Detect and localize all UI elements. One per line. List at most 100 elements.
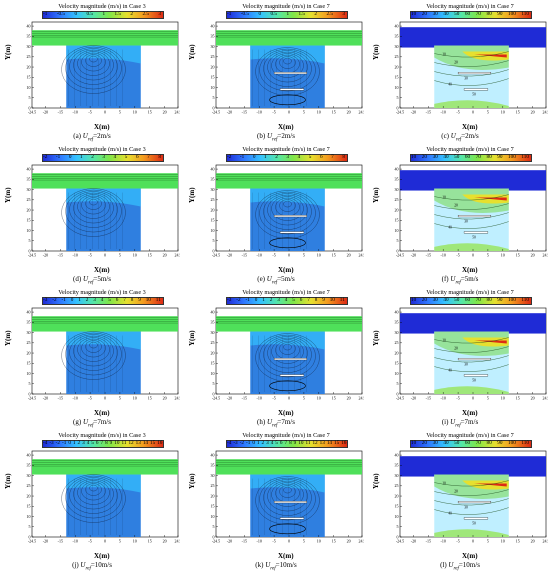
x-tick-label: -10 [441, 253, 446, 258]
streamline [263, 193, 312, 230]
channel-band [400, 27, 546, 48]
wall-lower [463, 88, 489, 91]
y-tick-label: 15 [27, 361, 31, 366]
caption-symbol: U [450, 132, 456, 140]
colorbar-tick-label: 1 [262, 297, 265, 303]
x-tick-label: 20 [163, 396, 167, 401]
colorbar-tick-label: 60 [464, 11, 471, 17]
x-tick-label: -15 [426, 539, 431, 544]
panel-title: Velocity magnitude (m/s) in Case 7 [426, 146, 514, 153]
y-tick-label: 25 [395, 340, 399, 345]
plot-area: 0 5 10 15 20 25 30 35 40 -24.5 -20 -15 -10 -5 0 5 10 15 20… [211, 164, 364, 258]
contour-band [474, 197, 507, 201]
colorbar-tick-label: 90 [497, 11, 503, 17]
plot-area: 0 5 10 15 20 25 30 35 40 -24.5 -20 -15 -10 -5 0 5 10 15 20… [27, 450, 180, 544]
plot-area: 0 5 10 15 20 25 30 35 40 -24.5 -20 -15 -10 -5 0 5 10 15 20… [211, 307, 364, 401]
x-tick-label: -10 [257, 396, 262, 401]
y-tick-label: 20 [27, 350, 31, 355]
x-axis-label: X(m) [278, 123, 294, 131]
x-tick-label: -5 [272, 110, 275, 115]
x-tick-label: 10 [317, 539, 321, 544]
y-tick-label: 20 [27, 207, 31, 212]
colorbar [226, 440, 348, 448]
wall-upper [273, 501, 308, 504]
y-tick-label: 10 [211, 228, 215, 233]
cavity-shade [66, 188, 141, 207]
x-tick-label: 15 [148, 396, 152, 401]
x-tick-label: 0 [288, 253, 290, 258]
y-tick-label: 20 [211, 493, 215, 498]
y-tick-label: 25 [211, 340, 215, 345]
x-tick-label: -24.5 [396, 110, 404, 115]
wall-lower [463, 231, 489, 234]
cavity-shade [250, 45, 325, 64]
caption-symbol: U [450, 275, 456, 283]
x-axis-label: X(m) [462, 123, 478, 131]
streamline [73, 335, 114, 367]
contour-label: 20 [454, 61, 458, 65]
contour-label: 30 [464, 77, 468, 81]
x-tick-label: 0 [288, 539, 290, 544]
colorbar-tick-label: 0.5 [86, 11, 93, 17]
caption-value: =2m/s [93, 132, 111, 140]
colorbar-tick-label: 5 [292, 297, 295, 303]
streamline [259, 191, 316, 235]
x-tick-label: -24.5 [28, 396, 36, 401]
contour-label: 20 [454, 347, 458, 351]
streamline [81, 52, 106, 72]
caption-letter: (f) [441, 275, 451, 283]
streamline [81, 195, 106, 215]
colorbar-tick-label: -1 [239, 154, 245, 160]
streamline [255, 190, 320, 239]
y-tick-label: 40 [395, 23, 399, 28]
x-tick-label: 0 [288, 110, 290, 115]
colorbar-tick-label: 11 [305, 440, 311, 446]
x-tick-label: -10 [257, 539, 262, 544]
x-tick-label: -10 [73, 539, 78, 544]
y-tick-label: 35 [211, 177, 215, 182]
colorbar-tick-label: 1 [102, 11, 106, 17]
panel-caption: (l) Uref=10m/s [370, 561, 550, 571]
contour-line [434, 69, 509, 77]
streamline [267, 337, 308, 369]
y-tick-label: 15 [395, 218, 399, 223]
y-tick-label: 10 [395, 85, 399, 90]
x-tick-label: -5 [88, 110, 91, 115]
y-tick-label: 15 [211, 75, 215, 80]
contour-line [434, 498, 509, 506]
x-axis-label: X(m) [462, 409, 478, 417]
colorbar-tick-label: 5 [308, 154, 312, 160]
colorbar-tick-label: 12 [128, 440, 134, 446]
panel-k: Velocity magnitude (m/s) in Case 7 -4 -3-… [186, 431, 366, 572]
colorbar [410, 297, 532, 305]
colorbar-tick-label: -1 [245, 440, 251, 446]
colorbar-tick-label: -3 [43, 297, 48, 303]
contour-label: 40 [448, 512, 452, 516]
channel-band [400, 313, 546, 334]
colorbar-tick-label: 20 [421, 11, 427, 17]
x-tick-label: -15 [242, 396, 247, 401]
colorbar [42, 440, 164, 448]
channel-band [32, 30, 178, 46]
y-tick-label: 15 [211, 504, 215, 509]
x-tick-label: -15 [58, 396, 63, 401]
x-tick-label: 15 [516, 539, 520, 544]
panel-title: Velocity magnitude (m/s) in Case 7 [242, 3, 330, 10]
x-tick-label: 10 [317, 396, 321, 401]
contour-label: 10 [442, 482, 446, 486]
y-tick-label: 15 [211, 218, 215, 223]
y-tick-label: 25 [211, 483, 215, 488]
y-tick-label: 0 [213, 391, 215, 396]
contour-label: 10 [442, 196, 446, 200]
x-tick-label: -24.5 [396, 253, 404, 258]
x-tick-label: 20 [347, 110, 351, 115]
colorbar-tick-label: 60 [464, 297, 471, 303]
colorbar-tick-label: 10 [411, 154, 417, 160]
y-tick-label: 0 [213, 248, 215, 253]
contour-line [434, 337, 509, 344]
colorbar-tick-label: 80 [486, 11, 492, 17]
contour-label: 30 [464, 363, 468, 367]
caption-value: =7m/s [93, 418, 111, 426]
colorbar-tick-label: 110 [521, 154, 529, 160]
